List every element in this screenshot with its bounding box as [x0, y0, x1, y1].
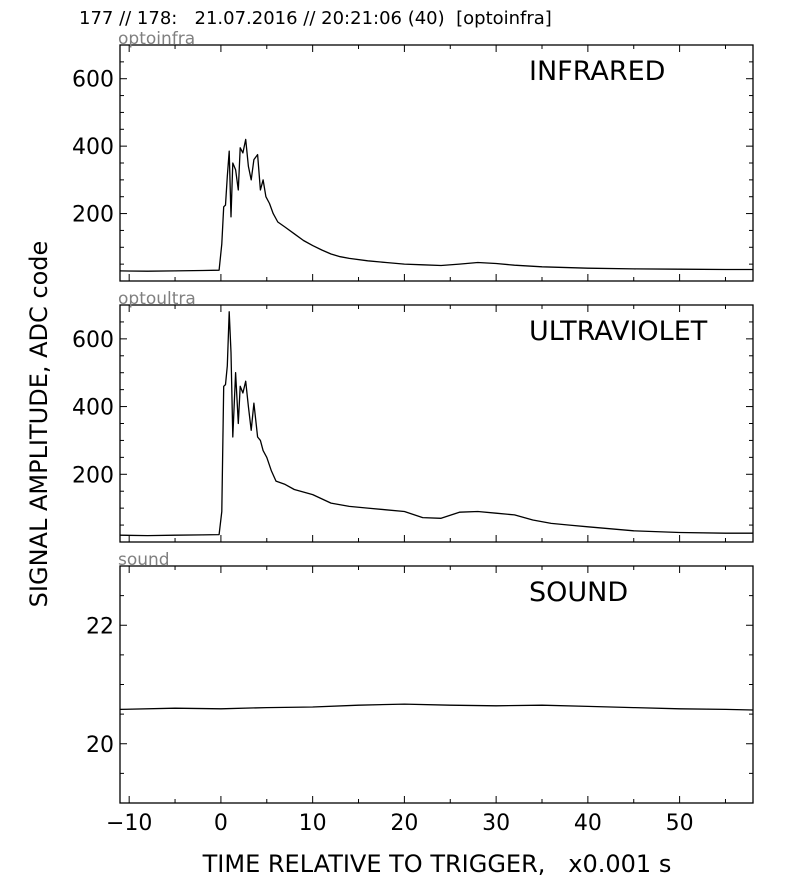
- x-tick-label: 10: [299, 811, 327, 836]
- y-tick-label: 400: [72, 135, 114, 160]
- panel-title: SOUND: [529, 577, 628, 608]
- x-tick-label: 0: [214, 811, 228, 836]
- y-tick-label: 400: [72, 396, 114, 421]
- series-line: [119, 311, 753, 537]
- x-tick-label: 40: [574, 811, 602, 836]
- panel-title: INFRARED: [529, 56, 665, 87]
- plot-frame: [119, 44, 754, 282]
- channel-label: optoinfra: [118, 29, 195, 49]
- y-tick-label: 200: [72, 203, 114, 228]
- plot-frame: [119, 565, 754, 804]
- figure-header: 177 // 178: 21.07.2016 // 20:21:06 (40) …: [79, 8, 552, 29]
- series-line: [119, 703, 754, 711]
- channel-label: sound: [118, 550, 170, 570]
- plot-frame: [119, 304, 754, 543]
- x-tick-label: −10: [106, 811, 152, 836]
- x-tick-label: 50: [666, 811, 694, 836]
- y-tick-label: 20: [86, 733, 114, 758]
- x-axis-label: TIME RELATIVE TO TRIGGER, x0.001 s: [202, 850, 672, 878]
- y-tick-label: 200: [72, 463, 114, 488]
- x-tick-label: 30: [482, 811, 510, 836]
- series-line: [119, 138, 753, 272]
- y-tick-label: 22: [86, 614, 114, 639]
- y-tick-label: 600: [72, 328, 114, 353]
- channel-label: optoultra: [118, 289, 196, 309]
- x-tick-label: 20: [390, 811, 418, 836]
- y-tick-label: 600: [72, 68, 114, 93]
- y-axis-label: SIGNAL AMPLITUDE, ADC code: [25, 241, 53, 608]
- panel-title: ULTRAVIOLET: [529, 316, 708, 347]
